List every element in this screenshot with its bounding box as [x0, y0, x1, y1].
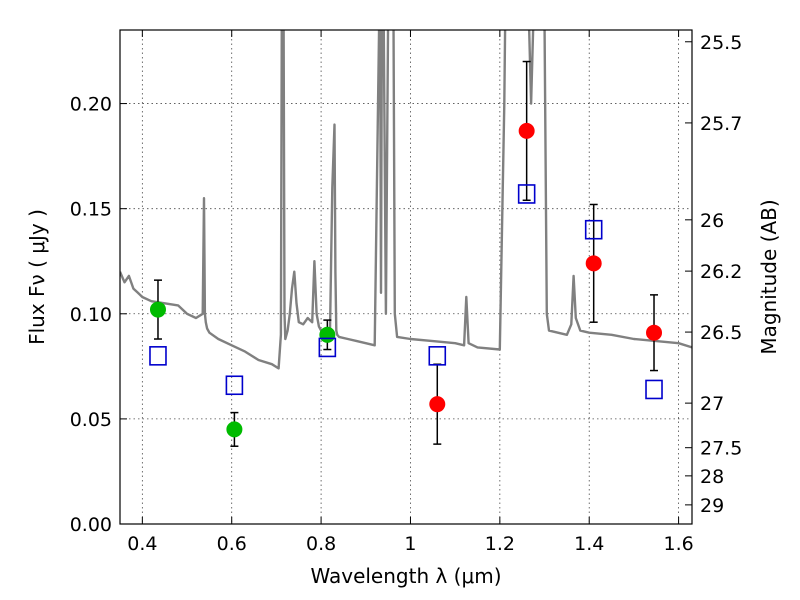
x-tick-label: 1.6 [663, 533, 693, 555]
x-axis-label: Wavelength λ (μm) [310, 564, 501, 588]
y-axis-label: Flux Fν ( μJy ) [25, 209, 49, 345]
y2-tick-label: 25.5 [700, 32, 742, 54]
red-data-point [646, 324, 663, 341]
y2-tick-label: 25.7 [700, 113, 742, 135]
x-tick-label: 0.6 [217, 533, 247, 555]
red-data-point [585, 255, 602, 272]
model-box-marker [517, 184, 536, 204]
y-tick-label: 0.00 [70, 514, 112, 536]
y2-tick-label: 26.2 [700, 261, 742, 283]
x-tick-label: 1 [404, 533, 416, 555]
x-tick-label: 0.8 [306, 533, 336, 555]
model-box-marker [149, 346, 167, 366]
axes: 0.4 0.6 0.8 1 1.2 1.4 1.6 0.00 0.05 0.10 0.15 0.20 2… [70, 30, 742, 555]
plot-area [120, 30, 692, 370]
y2-tick-label: 26 [700, 210, 724, 232]
model-box-marker [584, 219, 603, 240]
data-markers [149, 60, 663, 447]
model-box-marker [225, 375, 244, 396]
y2-tick-label: 27 [700, 393, 724, 415]
red-data-point [518, 122, 535, 139]
y2-axis-label: Magnitude (AB) [757, 199, 781, 354]
model-box-marker [428, 346, 447, 366]
y2-tick-label: 28 [700, 466, 724, 488]
red-data-point [429, 396, 446, 413]
x-tick-label: 1.4 [574, 533, 604, 555]
x-tick-label: 0.4 [127, 533, 157, 555]
green-data-point [226, 421, 243, 438]
x-tick-label: 1.2 [485, 533, 515, 555]
plot-frame [119, 29, 693, 525]
model-box-marker [645, 379, 663, 400]
y-tick-label: 0.05 [70, 409, 112, 431]
green-data-point [149, 301, 166, 318]
model-box-marker [318, 337, 337, 358]
y2-tick-label: 29 [700, 495, 724, 517]
y-tick-label: 0.15 [70, 199, 112, 221]
green-data-point [319, 326, 336, 343]
y2-tick-label: 27.5 [700, 438, 742, 460]
y-tick-label: 0.10 [70, 304, 112, 326]
y2-tick-label: 26.5 [700, 322, 742, 344]
y-tick-label: 0.20 [70, 94, 112, 116]
spectrum-line [120, 30, 692, 370]
